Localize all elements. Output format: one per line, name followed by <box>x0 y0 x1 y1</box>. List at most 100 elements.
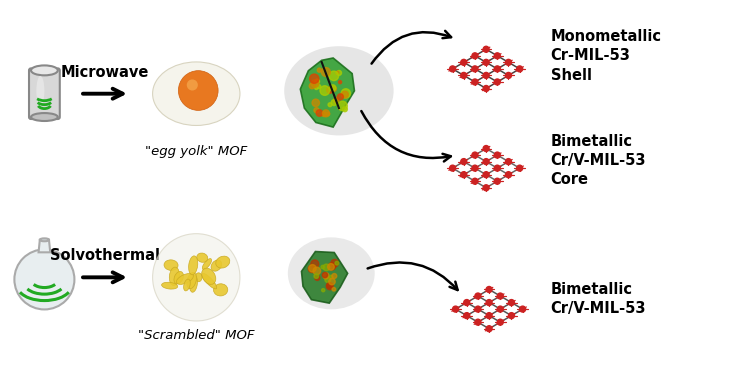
Circle shape <box>317 85 321 89</box>
Circle shape <box>475 306 481 312</box>
Circle shape <box>321 265 324 269</box>
Circle shape <box>327 87 333 93</box>
Circle shape <box>461 59 467 65</box>
Circle shape <box>186 79 198 91</box>
Circle shape <box>486 287 492 293</box>
Circle shape <box>323 273 329 279</box>
Circle shape <box>327 264 334 270</box>
Circle shape <box>494 178 501 184</box>
Circle shape <box>314 274 319 278</box>
Circle shape <box>483 146 489 152</box>
Text: Monometallic
Cr-MIL-53
Shell: Monometallic Cr-MIL-53 Shell <box>550 29 661 83</box>
Ellipse shape <box>37 76 44 106</box>
Circle shape <box>483 59 489 65</box>
Circle shape <box>338 80 341 84</box>
Circle shape <box>178 71 218 111</box>
Ellipse shape <box>195 273 202 282</box>
Ellipse shape <box>161 282 178 289</box>
Circle shape <box>326 283 333 290</box>
Circle shape <box>309 83 315 89</box>
Circle shape <box>483 73 489 79</box>
Text: "Scrambled" MOF: "Scrambled" MOF <box>138 329 255 342</box>
Ellipse shape <box>40 238 49 241</box>
Circle shape <box>331 100 337 106</box>
Circle shape <box>330 85 336 91</box>
Circle shape <box>494 79 501 85</box>
Ellipse shape <box>211 260 222 271</box>
Circle shape <box>498 319 504 325</box>
Circle shape <box>311 80 319 88</box>
Circle shape <box>461 159 467 165</box>
Circle shape <box>316 110 323 116</box>
Circle shape <box>321 112 327 117</box>
Ellipse shape <box>202 268 216 284</box>
Circle shape <box>472 79 478 85</box>
Text: Bimetallic
Cr/V-MIL-53
Core: Bimetallic Cr/V-MIL-53 Core <box>550 133 646 187</box>
Circle shape <box>326 112 330 116</box>
Circle shape <box>312 99 319 106</box>
Ellipse shape <box>189 256 197 275</box>
Ellipse shape <box>153 62 240 126</box>
Ellipse shape <box>216 256 230 268</box>
Circle shape <box>506 172 512 178</box>
Circle shape <box>317 68 321 72</box>
Circle shape <box>506 73 512 79</box>
Text: Solvothermal: Solvothermal <box>50 249 160 264</box>
Ellipse shape <box>187 272 197 289</box>
Circle shape <box>15 249 74 309</box>
Circle shape <box>327 283 333 288</box>
Circle shape <box>329 71 338 80</box>
Circle shape <box>335 261 338 265</box>
Ellipse shape <box>284 46 393 135</box>
FancyBboxPatch shape <box>29 68 59 119</box>
Circle shape <box>498 306 504 312</box>
Circle shape <box>328 262 335 270</box>
Ellipse shape <box>288 237 374 309</box>
Circle shape <box>343 107 347 112</box>
Circle shape <box>486 326 492 332</box>
Circle shape <box>464 300 470 306</box>
Circle shape <box>331 259 338 267</box>
Circle shape <box>309 265 316 272</box>
Circle shape <box>333 98 339 103</box>
Circle shape <box>486 313 492 318</box>
Circle shape <box>450 66 456 72</box>
Circle shape <box>494 66 501 72</box>
Circle shape <box>483 185 489 191</box>
Ellipse shape <box>176 273 193 284</box>
Ellipse shape <box>164 260 178 270</box>
Ellipse shape <box>31 113 58 121</box>
Text: Bimetallic
Cr/V-MIL-53: Bimetallic Cr/V-MIL-53 <box>550 282 646 316</box>
Circle shape <box>494 165 501 171</box>
Circle shape <box>483 85 489 91</box>
Circle shape <box>450 165 456 171</box>
Circle shape <box>472 165 478 171</box>
Circle shape <box>338 94 344 100</box>
Circle shape <box>483 159 489 165</box>
Circle shape <box>332 287 335 291</box>
Polygon shape <box>302 252 348 303</box>
Circle shape <box>341 89 351 98</box>
Circle shape <box>325 277 331 283</box>
Circle shape <box>475 293 481 299</box>
Circle shape <box>338 101 347 111</box>
Text: "egg yolk" MOF: "egg yolk" MOF <box>145 145 247 158</box>
Circle shape <box>472 152 478 158</box>
Circle shape <box>332 273 337 279</box>
Circle shape <box>314 108 319 113</box>
Circle shape <box>483 46 489 52</box>
Circle shape <box>483 172 489 178</box>
Circle shape <box>494 53 501 59</box>
Ellipse shape <box>203 259 211 270</box>
Circle shape <box>506 159 512 165</box>
Circle shape <box>498 293 504 299</box>
Ellipse shape <box>189 275 197 292</box>
Circle shape <box>486 300 492 306</box>
Circle shape <box>329 278 335 285</box>
Circle shape <box>323 264 330 271</box>
Circle shape <box>461 73 467 79</box>
Circle shape <box>330 275 333 279</box>
Circle shape <box>517 165 523 171</box>
Circle shape <box>337 70 341 75</box>
Circle shape <box>464 313 470 318</box>
